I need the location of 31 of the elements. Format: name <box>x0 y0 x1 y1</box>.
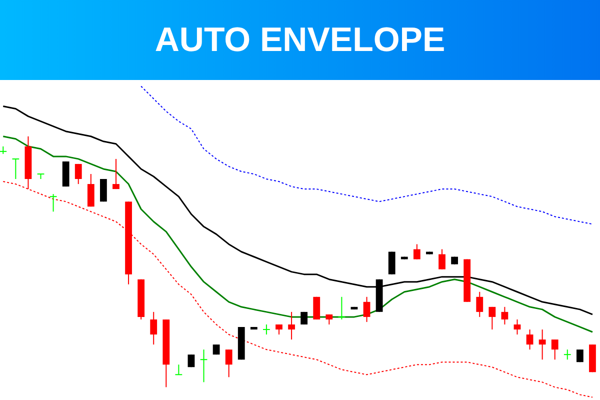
chart-title: AUTO ENVELOPE <box>154 20 446 60</box>
candlestick <box>225 349 232 378</box>
candlestick <box>501 306 508 325</box>
candlestick <box>313 296 320 320</box>
candlestick <box>476 291 484 318</box>
candlestick <box>388 251 396 275</box>
candlestick <box>438 248 446 270</box>
candlestick <box>300 311 308 325</box>
candlestick <box>74 163 82 185</box>
candlestick <box>288 311 295 340</box>
candlestick <box>551 339 558 360</box>
candlestick <box>576 349 584 363</box>
candlestick <box>526 328 534 350</box>
candlestick <box>488 306 496 330</box>
candlestick <box>36 173 45 180</box>
candlestick <box>413 244 420 260</box>
candlestick <box>100 178 107 202</box>
candlestick <box>538 328 546 360</box>
candlestick <box>200 349 208 383</box>
candlestick <box>363 296 370 322</box>
candlestick <box>87 173 94 208</box>
candlestick <box>563 349 572 360</box>
candlestick <box>12 158 20 180</box>
candlestick <box>514 318 521 336</box>
candlestick <box>262 324 270 336</box>
candlestick <box>112 158 120 190</box>
candlestick <box>338 296 346 320</box>
candlestick <box>188 354 195 368</box>
candlestick <box>49 194 58 212</box>
candlestick <box>174 364 183 376</box>
candlestick <box>150 311 158 346</box>
